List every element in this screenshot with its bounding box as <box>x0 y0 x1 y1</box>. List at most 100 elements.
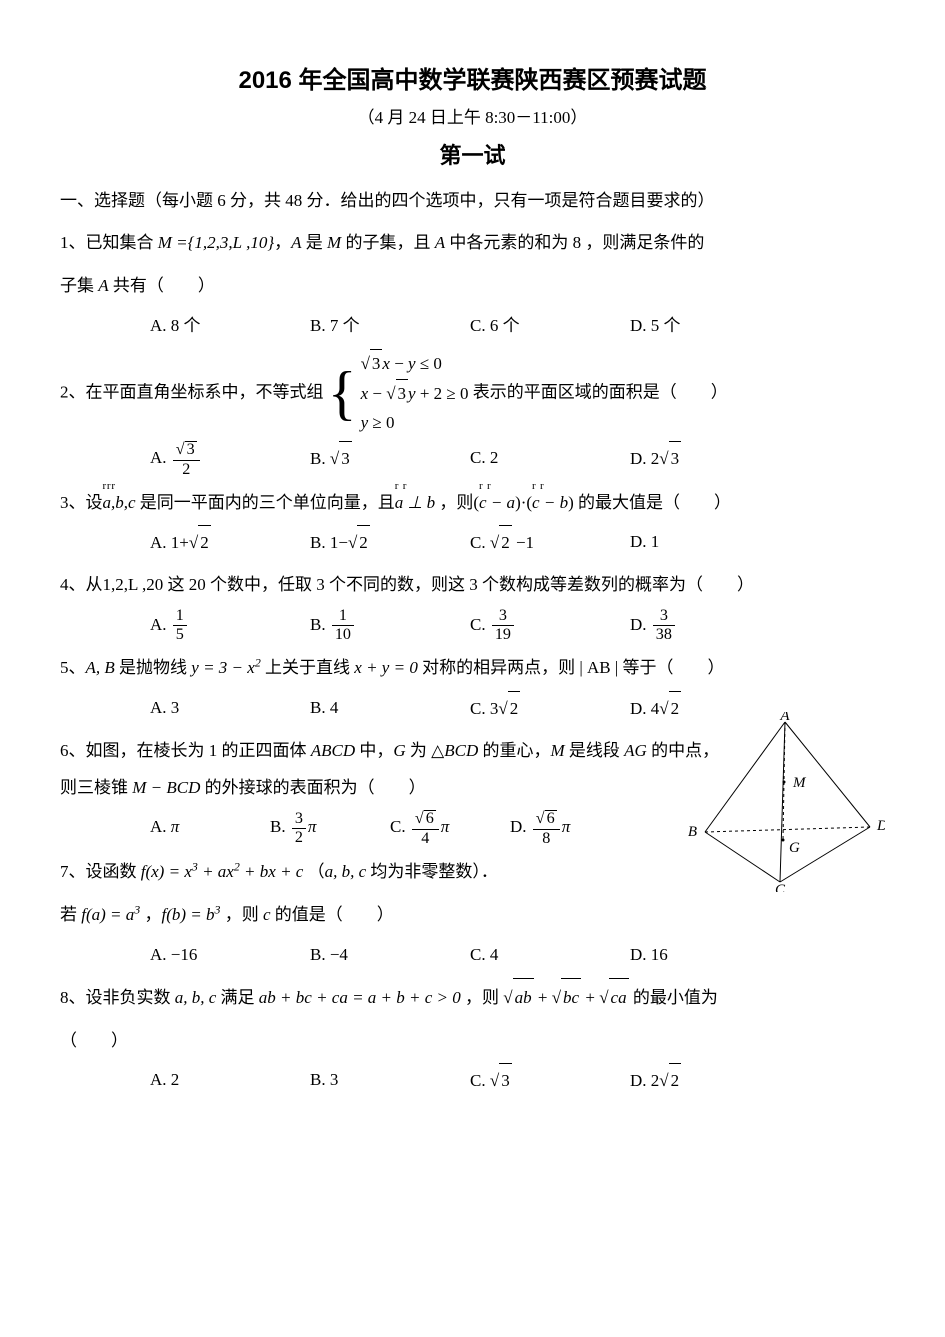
q3-text-c: ，则 <box>435 493 473 512</box>
q6-mbcd: M − BCD <box>132 778 200 797</box>
question-4: 4、从1,2,L ,20 这 20 个数中，任取 3 个不同的数，则这 3 个数… <box>60 566 885 603</box>
q2-opt-c: C. 2 <box>470 441 630 477</box>
q1-text-c: 是 <box>302 233 328 252</box>
q6-ag: AG <box>624 741 647 760</box>
q2-opt-b: B. 3 <box>310 441 470 477</box>
q2-text-b: 表示的平面区域的面积是（ ） <box>473 382 728 401</box>
q4-options: A. 15 B. 110 C. 319 D. 338 <box>60 608 885 644</box>
question-8: 8、设非负实数 a, b, c 满足 ab + bc + ca = a + b … <box>60 978 885 1016</box>
q7-opt-a: A. −16 <box>150 938 310 972</box>
q7-line2b: ， <box>140 905 161 924</box>
q7-fb: f(b) = b3 <box>161 905 220 924</box>
q6-tri: △BCD <box>431 741 478 760</box>
q4-text-a: 从1,2,L ,20 这 20 个数中，任取 3 个不同的数，则这 3 个数构成… <box>86 575 755 594</box>
q3-opt-c: C. 2 −1 <box>470 525 630 560</box>
q6-text-d: 的重心， <box>478 741 550 760</box>
q1-line2-a: 子集 <box>60 276 98 295</box>
q3-opt-a: A. 1+2 <box>150 525 310 560</box>
q7-c: c <box>263 905 271 924</box>
question-5: 5、A, B 是抛物线 y = 3 − x2 上关于直线 x + y = 0 对… <box>60 649 885 686</box>
q5-ab: A, B <box>86 658 115 677</box>
q3-vec-abc: r r ra,b,c <box>103 484 136 521</box>
q6-opt-b: B. 32π <box>270 810 390 846</box>
q2-options: A. 32 B. 3 C. 2 D. 23 <box>60 441 885 477</box>
q4-opt-a: A. 15 <box>150 608 310 644</box>
q1-text-d: 的子集，且 <box>341 233 435 252</box>
q5-eq: y = 3 − x2 <box>191 658 261 677</box>
question-2: 2、在平面直角坐标系中，不等式组 { 3x − y ≤ 0 x − 3y + 2… <box>60 349 885 438</box>
q5-opt-a: A. 3 <box>150 691 310 726</box>
q7-fa: f(a) = a3 <box>81 905 140 924</box>
q5-opt-c: C. 32 <box>470 691 630 726</box>
q1-opt-b: B. 7 个 <box>310 309 470 343</box>
q7-abc: a, b, c <box>325 862 367 881</box>
q1-M: M <box>327 233 341 252</box>
q8-expr: ab + bc + ca <box>503 988 628 1007</box>
q6-m: M <box>551 741 565 760</box>
q6-line2: 则三棱锥 <box>60 778 132 797</box>
q8-abc: a, b, c <box>175 988 217 1007</box>
q2-sys-l1: 3x − y ≤ 0 <box>361 349 469 379</box>
q7-opt-d: D. 16 <box>630 938 790 972</box>
q1-set: M ={1,2,3,L ,10} <box>158 233 274 252</box>
q7-line2d: 的值是（ ） <box>271 905 394 924</box>
q8-blank: （ ） <box>60 1031 128 1050</box>
question-1-line2: 子集 A 共有（ ） <box>60 267 885 304</box>
section-heading: 一、选择题（每小题 6 分，共 48 分．给出的四个选项中，只有一项是符合题目要… <box>60 184 885 218</box>
exam-title: 2016 年全国高中数学联赛陕西赛区预赛试题 <box>60 60 885 95</box>
q7-text-a: 设函数 <box>86 862 141 881</box>
diagram-label-B: B <box>688 824 697 840</box>
q8-text-d: 的最小值为 <box>629 988 718 1007</box>
q1-opt-c: C. 6 个 <box>470 309 630 343</box>
q6-text-b: 中， <box>355 741 393 760</box>
question-1: 1、已知集合 M ={1,2,3,L ,10}，A 是 M 的子集，且 A 中各… <box>60 224 885 261</box>
diagram-label-A: A <box>779 712 790 724</box>
q7-text-b: （ <box>303 862 324 881</box>
q6-g: G <box>393 741 405 760</box>
q5-opt-b: B. 4 <box>310 691 470 726</box>
q3-opt-d: D. 1 <box>630 525 790 560</box>
q3-num: 3、 <box>60 493 86 512</box>
q6-text-c: 为 <box>406 741 432 760</box>
q1-A1: A <box>291 233 301 252</box>
q6-opt-a: A. π <box>150 810 270 846</box>
q1-text-b: ， <box>274 233 291 252</box>
section-title: 第一试 <box>60 138 885 170</box>
q1-opt-d: D. 5 个 <box>630 309 790 343</box>
question-7: 7、设函数 f(x) = x3 + ax2 + bx + c （a, b, c … <box>60 853 885 890</box>
q8-opt-d: D. 22 <box>630 1063 790 1098</box>
question-6: 6、如图，在棱长为 1 的正四面体 ABCD 中，G 为 △BCD 的重心，M … <box>60 732 885 807</box>
q8-options: A. 2 B. 3 C. 3 D. 22 <box>60 1063 885 1098</box>
q1-num: 1、 <box>60 233 86 252</box>
q3-options: A. 1+2 B. 1−2 C. 2 −1 D. 1 <box>60 525 885 560</box>
q2-opt-d: D. 23 <box>630 441 790 477</box>
q2-num: 2、 <box>60 382 86 401</box>
q3-text-d: 的最大值是（ ） <box>574 493 731 512</box>
q7-opt-c: C. 4 <box>470 938 630 972</box>
q1-text-e: 中各元素的和为 8 ，则满足条件的 <box>445 233 704 252</box>
q3-perp: r ra ⊥ b <box>395 484 435 521</box>
q4-opt-d: D. 338 <box>630 608 790 644</box>
q8-opt-b: B. 3 <box>310 1063 470 1098</box>
q4-opt-b: B. 110 <box>310 608 470 644</box>
q6-text-a: 如图，在棱长为 1 的正四面体 <box>86 741 311 760</box>
q4-opt-c: C. 319 <box>470 608 630 644</box>
q3-text-b: 是同一平面内的三个单位向量，且 <box>136 493 395 512</box>
q5-text-d: 对称的相异两点，则 | AB | 等于（ ） <box>418 658 725 677</box>
q2-text-a: 在平面直角坐标系中，不等式组 <box>86 382 328 401</box>
q2-sys-l3: y ≥ 0 <box>361 409 469 438</box>
q8-text-c: ，则 <box>461 988 504 1007</box>
diagram-label-M: M <box>792 775 807 791</box>
q7-num: 7、 <box>60 862 86 881</box>
q6-line2b: 的外接球的表面积为（ ） <box>200 778 425 797</box>
q4-num: 4、 <box>60 575 86 594</box>
q7-line2a: 若 <box>60 905 81 924</box>
q1-line2-b: 共有（ ） <box>109 276 215 295</box>
question-7-line2: 若 f(a) = a3 ，f(b) = b3 ，则 c 的值是（ ） <box>60 896 885 933</box>
exam-subtitle: （4 月 24 日上午 8:30－11:00） <box>60 103 885 128</box>
q7-fx: f(x) = x3 + ax2 + bx + c <box>141 862 304 881</box>
q1-text-a: 已知集合 <box>86 233 158 252</box>
q5-text-b: 是抛物线 <box>115 658 192 677</box>
q7-opt-b: B. −4 <box>310 938 470 972</box>
q6-opt-d: D. 68π <box>510 810 630 846</box>
